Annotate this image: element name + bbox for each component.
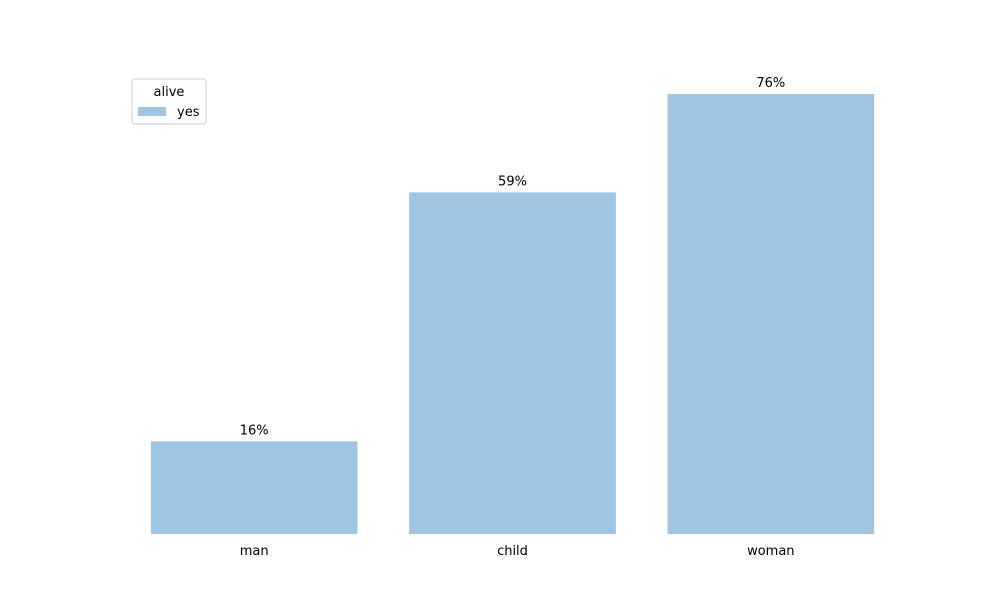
legend: alive yes — [131, 78, 207, 125]
x-tick-label-child: child — [497, 544, 528, 559]
legend-entry-yes: yes — [177, 105, 200, 120]
legend-swatch-yes — [138, 107, 166, 116]
bar-child — [409, 192, 616, 534]
x-tick-label-man: man — [240, 544, 269, 559]
bar-woman — [667, 93, 875, 535]
bar-man — [150, 441, 358, 534]
data-label-woman: 76% — [756, 76, 785, 91]
data-label-child: 59% — [498, 174, 527, 189]
bars-layer — [150, 93, 875, 535]
x-axis-ticks: man child woman — [240, 544, 795, 559]
x-tick-label-woman: woman — [747, 544, 794, 559]
legend-title: alive — [154, 85, 185, 100]
data-labels-layer: 16% 59% 76% — [240, 76, 786, 438]
data-label-man: 16% — [240, 423, 269, 438]
